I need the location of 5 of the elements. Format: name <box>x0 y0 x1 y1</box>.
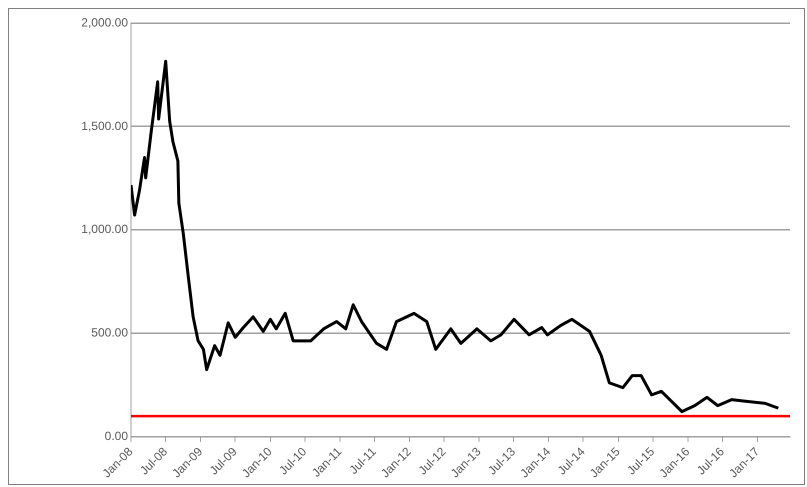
y-tick-label: 500.00 <box>91 326 128 340</box>
y-tick-label: 0.00 <box>104 429 128 444</box>
y-tick-label: 1,500.00 <box>81 118 128 133</box>
y-tick-label: 1,000.00 <box>81 222 128 236</box>
y-tick-label: 2,000.00 <box>81 15 128 30</box>
